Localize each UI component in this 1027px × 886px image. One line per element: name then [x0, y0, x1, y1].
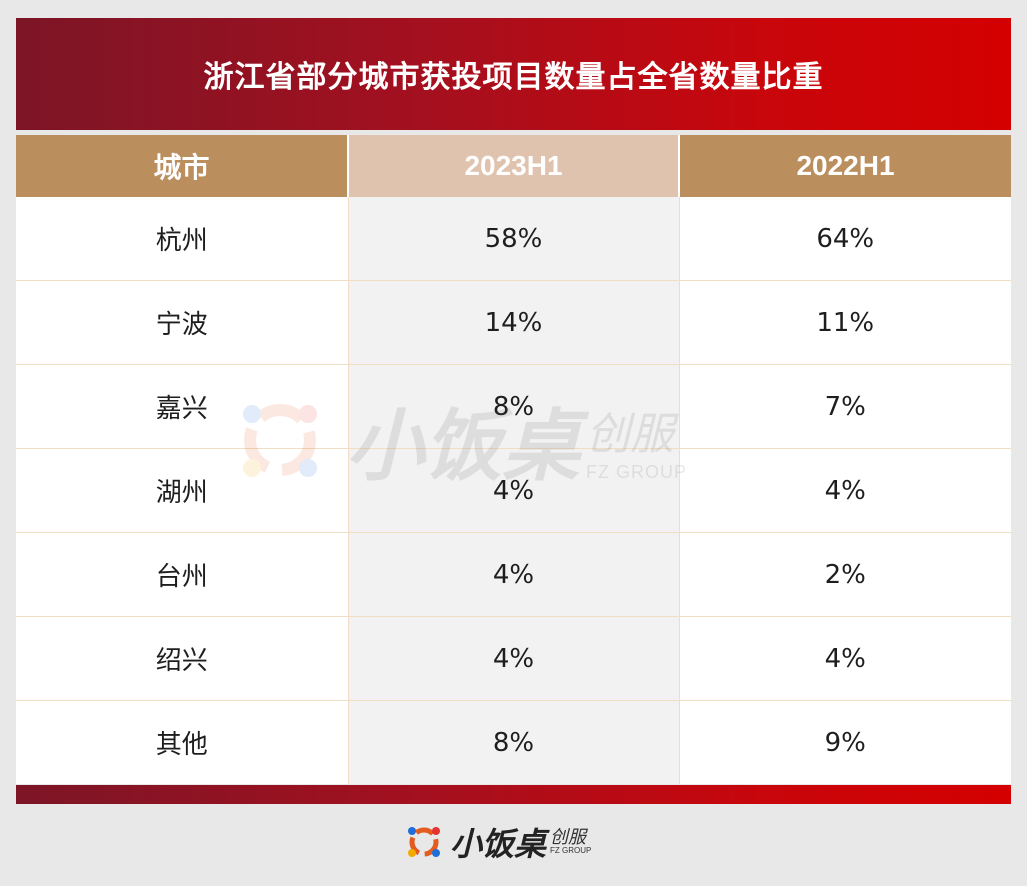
column-header-city: 城市 — [16, 135, 348, 197]
city-cell: 宁波 — [16, 280, 348, 365]
value-2023h1-cell: 4% — [347, 448, 679, 533]
city-cell: 绍兴 — [16, 616, 348, 701]
value-2023h1-cell: 4% — [347, 532, 679, 617]
value-2023h1-cell: 4% — [347, 616, 679, 701]
value-2023h1-cell: 8% — [347, 364, 679, 449]
table-row: 嘉兴 8% 7% — [16, 364, 1011, 449]
table-row: 绍兴 4% 4% — [16, 616, 1011, 701]
logo-text: 小饭桌 — [450, 825, 547, 863]
value-2022h1-cell: 4% — [678, 448, 1011, 533]
table-row: 宁波 14% 11% — [16, 280, 1011, 365]
value-2023h1-cell: 58% — [347, 197, 679, 281]
value-2022h1-cell: 64% — [678, 197, 1011, 281]
page-title: 浙江省部分城市获投项目数量占全省数量比重 — [203, 60, 824, 95]
city-cell: 嘉兴 — [16, 364, 348, 449]
table-header-row: 城市 2023H1 2022H1 — [16, 135, 1011, 197]
title-bar: 浙江省部分城市获投项目数量占全省数量比重 — [16, 18, 1011, 130]
city-cell: 湖州 — [16, 448, 348, 533]
city-cell: 其他 — [16, 700, 348, 784]
value-2023h1-cell: 8% — [347, 700, 679, 784]
data-table: 城市 2023H1 2022H1 杭州 58% 64% 宁波 14% 11% 嘉… — [16, 135, 1011, 784]
city-cell: 杭州 — [16, 197, 348, 281]
value-2022h1-cell: 7% — [678, 364, 1011, 449]
table-row: 湖州 4% 4% — [16, 448, 1011, 533]
table-row: 台州 4% 2% — [16, 532, 1011, 617]
city-cell: 台州 — [16, 532, 348, 617]
value-2022h1-cell: 2% — [678, 532, 1011, 617]
table-row: 杭州 58% 64% — [16, 197, 1011, 281]
column-header-2023h1: 2023H1 — [347, 135, 679, 197]
value-2022h1-cell: 9% — [678, 700, 1011, 784]
logo-sub-text: 创服 — [550, 827, 587, 848]
logo-en-text: FZ GROUP — [550, 846, 592, 855]
table-row: 其他 8% 9% — [16, 700, 1011, 784]
value-2022h1-cell: 4% — [678, 616, 1011, 701]
column-header-2022h1: 2022H1 — [678, 135, 1011, 197]
fz-group-logo-icon — [408, 827, 440, 857]
value-2022h1-cell: 11% — [678, 280, 1011, 365]
value-2023h1-cell: 14% — [347, 280, 679, 365]
brand-logo: 小饭桌 创服 FZ GROUP — [404, 818, 591, 866]
footer-bar — [16, 785, 1011, 804]
